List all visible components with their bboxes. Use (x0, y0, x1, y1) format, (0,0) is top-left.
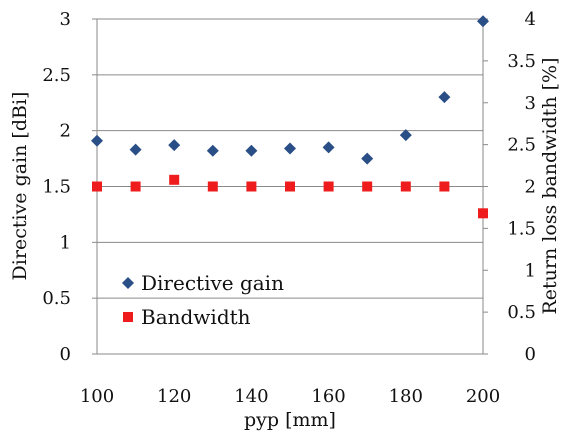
legend-label-bandwidth: Bandwidth (141, 305, 251, 329)
directive-gain-point (245, 144, 258, 157)
legend-marker-directive-gain (122, 277, 134, 289)
legend-marker-bandwidth (123, 312, 133, 322)
left-axis-tick-label: 1 (60, 232, 71, 253)
x-axis-tick-label: 160 (311, 386, 345, 407)
left-axis-tick-label: 3 (60, 9, 71, 30)
directive-gain-point (477, 15, 489, 28)
bandwidth-point (400, 181, 411, 192)
directive-gain-point (438, 91, 451, 104)
bandwidth-point (207, 181, 218, 192)
right-axis-title: Return loss bandwidth [%] (539, 57, 561, 314)
bandwidth-point (246, 181, 257, 192)
x-axis-tick-label: 120 (157, 386, 191, 407)
bandwidth-point (92, 181, 102, 192)
left-axis-tick-label: 2 (60, 121, 71, 142)
right-axis-tick-label: 2.5 (507, 135, 536, 156)
x-axis-tick-label: 140 (234, 386, 268, 407)
x-axis-title: pyp [mm] (244, 409, 336, 431)
directive-gain-point (322, 141, 335, 154)
left-axis-tick-label: 0.5 (42, 288, 71, 309)
legend: Directive gain Bandwidth (122, 271, 284, 329)
gridlines (97, 18, 483, 355)
bandwidth-point (478, 208, 488, 219)
left-axis-tick-label: 1.5 (42, 177, 71, 198)
right-axis-tick-label: 0 (525, 344, 536, 365)
left-axis-tick-labels: 0 0.5 1 1.5 2 2.5 3 (42, 9, 71, 365)
x-axis-tick-label: 100 (80, 386, 114, 407)
right-axis-tick-label: 0.5 (507, 302, 536, 323)
directive-gain-point (284, 142, 296, 155)
directive-gain-point (129, 143, 142, 156)
directive-gain-point (361, 152, 374, 165)
x-axis-tick-labels: 100 120 140 160 180 200 (80, 386, 500, 407)
right-axis-tick-label: 1 (525, 260, 536, 281)
directive-gain-point (206, 144, 219, 157)
directive-gain-point (399, 129, 412, 142)
bandwidth-point (439, 181, 450, 192)
data-marks (91, 15, 489, 219)
left-axis-title: Directive gain [dBi] (9, 92, 31, 281)
bandwidth-point (285, 181, 295, 192)
bandwidth-point (130, 181, 141, 192)
right-axis-tick-label: 3 (525, 93, 536, 114)
right-axis-tick-label: 1.5 (507, 218, 536, 239)
bandwidth-point (169, 174, 180, 185)
directive-gain-point (168, 139, 181, 152)
right-axis-tick-labels: 0 0.5 1 1.5 2 2.5 3 3.5 4 (507, 9, 536, 365)
left-axis-tick-label: 0 (60, 344, 71, 365)
bandwidth-point (323, 181, 334, 192)
x-axis-tick-label: 200 (466, 386, 500, 407)
plot-frame (92, 18, 488, 355)
bandwidth-point (362, 181, 373, 192)
right-axis-tick-label: 4 (525, 9, 536, 30)
x-axis-tick-label: 180 (389, 386, 423, 407)
right-axis-tick-label: 2 (525, 177, 536, 198)
left-axis-tick-label: 2.5 (42, 65, 71, 86)
directive-gain-point (91, 134, 103, 147)
legend-label-directive-gain: Directive gain (141, 271, 284, 295)
right-axis-tick-label: 3.5 (507, 51, 536, 72)
